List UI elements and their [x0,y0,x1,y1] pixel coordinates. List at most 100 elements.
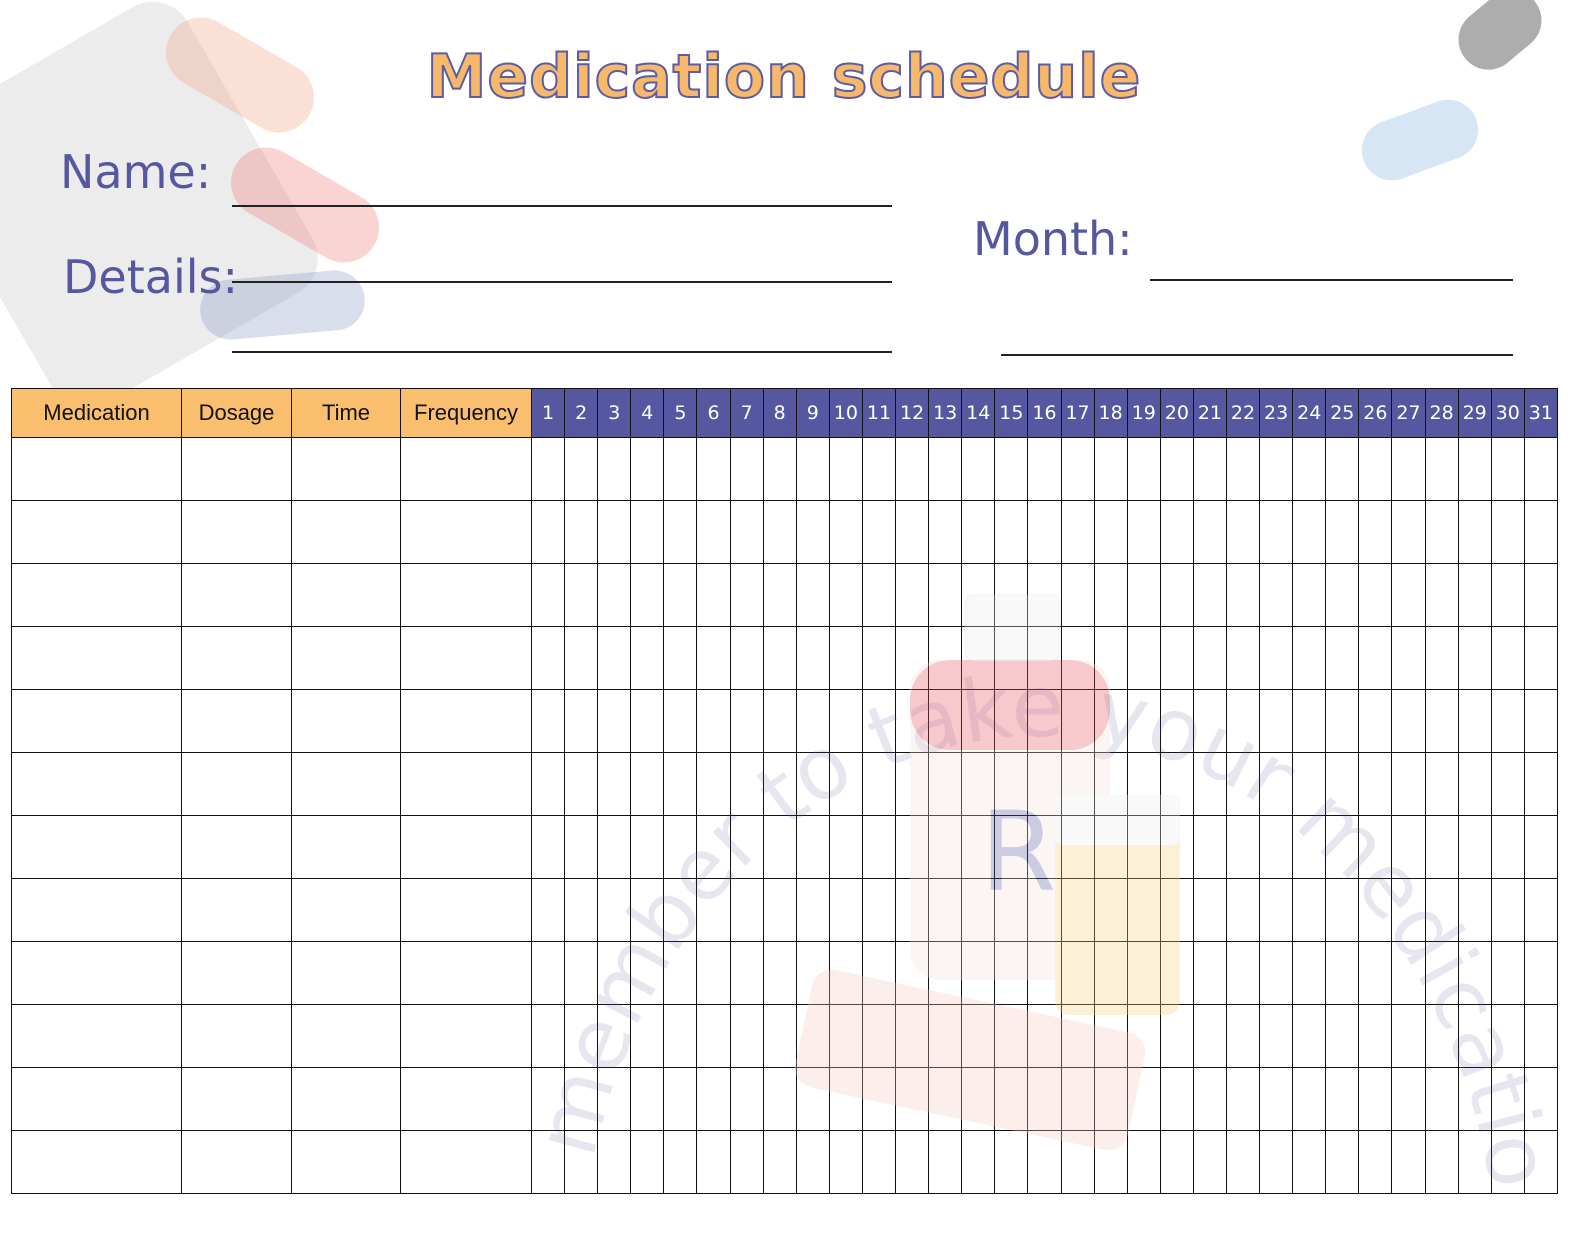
day-1-checkbox-cell[interactable] [530,689,566,753]
day-26-checkbox-cell[interactable] [1358,626,1393,690]
day-29-checkbox-cell[interactable] [1457,563,1492,627]
day-30-checkbox-cell[interactable] [1490,1067,1525,1131]
time-cell[interactable] [291,563,401,627]
day-13-checkbox-cell[interactable] [928,815,963,879]
day-1-checkbox-cell[interactable] [530,752,566,816]
day-21-checkbox-cell[interactable] [1192,689,1227,753]
day-15-checkbox-cell[interactable] [994,1004,1029,1068]
day-20-checkbox-cell[interactable] [1159,500,1194,564]
day-18-checkbox-cell[interactable] [1093,878,1128,942]
day-31-checkbox-cell[interactable] [1523,500,1558,564]
day-13-checkbox-cell[interactable] [928,1067,963,1131]
day-14-checkbox-cell[interactable] [961,1130,996,1194]
day-14-checkbox-cell[interactable] [961,941,996,1005]
day-3-checkbox-cell[interactable] [597,1004,632,1068]
day-29-checkbox-cell[interactable] [1457,437,1492,501]
day-8-checkbox-cell[interactable] [762,1067,797,1131]
day-18-checkbox-cell[interactable] [1093,815,1128,879]
day-2-checkbox-cell[interactable] [564,500,599,564]
dosage-cell[interactable] [181,500,292,564]
day-9-checkbox-cell[interactable] [795,1130,830,1194]
day-10-checkbox-cell[interactable] [828,878,863,942]
day-30-checkbox-cell[interactable] [1490,563,1525,627]
day-5-checkbox-cell[interactable] [663,1130,698,1194]
day-17-checkbox-cell[interactable] [1060,815,1095,879]
time-cell[interactable] [291,752,401,816]
day-21-checkbox-cell[interactable] [1192,815,1227,879]
day-16-checkbox-cell[interactable] [1027,689,1062,753]
day-9-checkbox-cell[interactable] [795,878,830,942]
frequency-cell[interactable] [400,563,532,627]
day-3-checkbox-cell[interactable] [597,941,632,1005]
day-18-checkbox-cell[interactable] [1093,689,1128,753]
day-17-checkbox-cell[interactable] [1060,878,1095,942]
day-25-checkbox-cell[interactable] [1325,500,1360,564]
name-field[interactable] [232,205,892,207]
day-26-checkbox-cell[interactable] [1358,437,1393,501]
day-22-checkbox-cell[interactable] [1225,1067,1261,1131]
day-12-checkbox-cell[interactable] [895,1067,930,1131]
day-10-checkbox-cell[interactable] [828,689,863,753]
dosage-cell[interactable] [181,1004,292,1068]
day-31-checkbox-cell[interactable] [1523,689,1558,753]
medication-cell[interactable] [11,1004,182,1068]
day-5-checkbox-cell[interactable] [663,941,698,1005]
day-30-checkbox-cell[interactable] [1490,1130,1525,1194]
day-24-checkbox-cell[interactable] [1292,500,1327,564]
day-13-checkbox-cell[interactable] [928,626,963,690]
day-19-checkbox-cell[interactable] [1126,878,1161,942]
day-2-checkbox-cell[interactable] [564,689,599,753]
time-cell[interactable] [291,878,401,942]
day-13-checkbox-cell[interactable] [928,752,963,816]
day-29-checkbox-cell[interactable] [1457,815,1492,879]
dosage-cell[interactable] [181,941,292,1005]
day-9-checkbox-cell[interactable] [795,941,830,1005]
day-18-checkbox-cell[interactable] [1093,1004,1128,1068]
day-4-checkbox-cell[interactable] [630,689,665,753]
day-26-checkbox-cell[interactable] [1358,689,1393,753]
day-4-checkbox-cell[interactable] [630,500,665,564]
day-23-checkbox-cell[interactable] [1259,752,1294,816]
day-25-checkbox-cell[interactable] [1325,941,1360,1005]
day-16-checkbox-cell[interactable] [1027,815,1062,879]
day-6-checkbox-cell[interactable] [696,1004,731,1068]
dosage-cell[interactable] [181,1130,292,1194]
day-26-checkbox-cell[interactable] [1358,563,1393,627]
day-1-checkbox-cell[interactable] [530,1067,566,1131]
day-19-checkbox-cell[interactable] [1126,1004,1161,1068]
medication-cell[interactable] [11,815,182,879]
day-4-checkbox-cell[interactable] [630,878,665,942]
day-2-checkbox-cell[interactable] [564,437,599,501]
day-5-checkbox-cell[interactable] [663,437,698,501]
day-22-checkbox-cell[interactable] [1225,689,1261,753]
day-7-checkbox-cell[interactable] [729,626,764,690]
frequency-cell[interactable] [400,1067,532,1131]
day-6-checkbox-cell[interactable] [696,626,731,690]
day-13-checkbox-cell[interactable] [928,437,963,501]
time-cell[interactable] [291,1067,401,1131]
day-10-checkbox-cell[interactable] [828,500,863,564]
day-20-checkbox-cell[interactable] [1159,1004,1194,1068]
day-2-checkbox-cell[interactable] [564,1130,599,1194]
day-8-checkbox-cell[interactable] [762,1130,797,1194]
day-20-checkbox-cell[interactable] [1159,941,1194,1005]
day-23-checkbox-cell[interactable] [1259,1067,1294,1131]
day-14-checkbox-cell[interactable] [961,752,996,816]
day-28-checkbox-cell[interactable] [1424,1130,1459,1194]
day-16-checkbox-cell[interactable] [1027,563,1062,627]
day-11-checkbox-cell[interactable] [861,752,897,816]
medication-cell[interactable] [11,689,182,753]
day-23-checkbox-cell[interactable] [1259,563,1294,627]
day-25-checkbox-cell[interactable] [1325,752,1360,816]
day-25-checkbox-cell[interactable] [1325,1067,1360,1131]
day-11-checkbox-cell[interactable] [861,1004,897,1068]
medication-cell[interactable] [11,878,182,942]
day-5-checkbox-cell[interactable] [663,815,698,879]
day-31-checkbox-cell[interactable] [1523,752,1558,816]
day-16-checkbox-cell[interactable] [1027,1004,1062,1068]
day-9-checkbox-cell[interactable] [795,689,830,753]
day-30-checkbox-cell[interactable] [1490,626,1525,690]
day-12-checkbox-cell[interactable] [895,815,930,879]
day-1-checkbox-cell[interactable] [530,437,566,501]
day-11-checkbox-cell[interactable] [861,1067,897,1131]
